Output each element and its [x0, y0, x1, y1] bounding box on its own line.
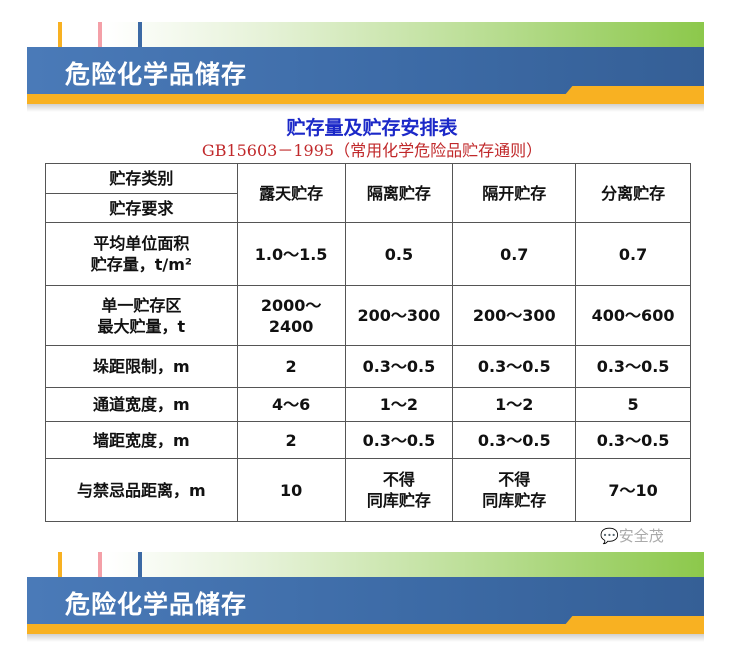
table-row: 垛距限制，m 2 0.3～0.5 0.3～0.5 0.3～0.5 — [45, 345, 691, 388]
header-type: 贮存类别 — [45, 163, 238, 194]
accent-bar — [98, 22, 102, 47]
cell-value: 2 — [236, 345, 346, 388]
cell-value: 4～6 — [236, 387, 346, 422]
accent-bar — [138, 22, 142, 47]
accent-bar — [98, 552, 102, 577]
column-header: 分离贮存 — [575, 163, 691, 223]
row-label-line: 垛距限制，m — [92, 357, 190, 376]
banner-shadow — [27, 104, 704, 112]
table-subtitle: GB15603－1995（常用化学危险品贮存通则） — [201, 141, 543, 160]
table-row: 通道宽度，m 4～6 1～2 1～2 5 — [45, 387, 691, 422]
row-label: 通道宽度，m — [45, 387, 238, 422]
banner-underline — [27, 94, 704, 104]
banner-title: 危险化学品储存 — [65, 60, 248, 89]
banner-stripe — [27, 552, 704, 577]
cell-value: 1～2 — [344, 387, 454, 422]
row-label: 墙距宽度，m — [45, 421, 238, 459]
column-header: 隔离贮存 — [344, 163, 454, 223]
cell-value: 0.3～0.5 — [575, 345, 691, 388]
cell-value: 400～600 — [575, 285, 691, 346]
cell-value: 200～300 — [344, 285, 454, 346]
banner-accent — [564, 616, 704, 626]
row-label-line: 与禁忌品距离，m — [76, 480, 206, 500]
accent-bar — [58, 552, 62, 577]
header-requirement: 贮存要求 — [45, 193, 238, 223]
table-title: 贮存量及贮存安排表 — [286, 117, 458, 139]
watermark: 💬安全茂 — [600, 527, 664, 545]
cell-value: 0.7 — [575, 222, 691, 286]
banner-band: 危险化学品储存 — [27, 47, 704, 97]
footer-banner: 危险化学品储存 — [27, 552, 704, 646]
row-label-line: 墙距宽度，m — [92, 430, 190, 450]
cell-value: 0.3～0.5 — [344, 345, 454, 388]
cell-value: 0.3～0.5 — [452, 421, 577, 459]
accent-bar — [138, 552, 142, 577]
accent-bar — [58, 22, 62, 47]
cell-value: 2000～ 2400 — [236, 285, 346, 346]
row-label-line: 单一贮存区 — [101, 295, 182, 315]
banner-underline — [27, 624, 704, 634]
cell-value: 200～300 — [452, 285, 577, 346]
cell-value: 不得 同库贮存 — [344, 458, 454, 522]
row-label: 平均单位面积 贮存量，t/m² — [45, 222, 238, 286]
cell-value: 5 — [575, 387, 691, 422]
banner-stripe — [27, 22, 704, 47]
table-row: 平均单位面积 贮存量，t/m² 1.0～1.5 0.5 0.7 0.7 — [45, 222, 691, 286]
cell-value: 0.5 — [344, 222, 454, 286]
cell-value: 7～10 — [575, 458, 691, 522]
cell-value: 0.3～0.5 — [575, 421, 691, 459]
table-row: 墙距宽度，m 2 0.3～0.5 0.3～0.5 0.3～0.5 — [45, 421, 691, 459]
cell-value: 不得 同库贮存 — [452, 458, 577, 522]
row-label-line: 平均单位面积 — [93, 234, 190, 253]
cell-value: 0.3～0.5 — [344, 421, 454, 459]
storage-table: 贮存类别 露天贮存 隔离贮存 隔开贮存 分离贮存 贮存要求 平均单位面积 贮存量，t/m² 1.… — [45, 163, 691, 522]
row-label: 垛距限制，m — [45, 345, 238, 388]
column-header: 隔开贮存 — [452, 163, 577, 223]
row-label-line: 通道宽度，m — [92, 395, 190, 414]
banner-title: 危险化学品储存 — [65, 590, 248, 619]
cell-value: 1～2 — [452, 387, 577, 422]
cell-value: 1.0～1.5 — [236, 222, 346, 286]
banner-shadow — [27, 634, 704, 642]
wechat-icon: 💬 — [600, 527, 619, 545]
cell-value: 0.3～0.5 — [452, 345, 577, 388]
table-row: 与禁忌品距离，m 10 不得 同库贮存 不得 同库贮存 7～10 — [45, 458, 691, 522]
table-row: 单一贮存区 最大贮量，t 2000～ 2400 200～300 200～300 400～6… — [45, 285, 691, 346]
row-label: 单一贮存区 最大贮量，t — [45, 285, 238, 346]
banner-accent — [564, 86, 704, 96]
header-banner: 危险化学品储存 — [27, 22, 704, 114]
column-header: 露天贮存 — [236, 163, 346, 223]
row-label-line: 最大贮量，t — [97, 316, 186, 336]
row-label-line: 贮存量，t/m² — [90, 255, 192, 274]
cell-value: 0.7 — [452, 222, 577, 286]
row-label: 与禁忌品距离，m — [45, 458, 238, 522]
cell-value: 2 — [236, 421, 346, 459]
cell-value: 10 — [236, 458, 346, 522]
